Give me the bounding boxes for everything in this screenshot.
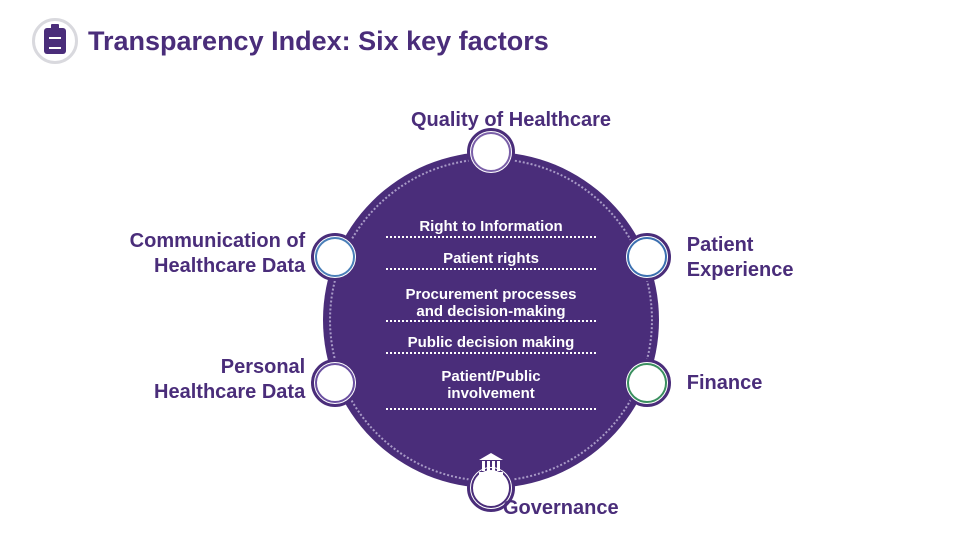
divider [386,352,596,354]
divider [386,236,596,238]
divider [386,408,596,410]
inner-item: Patient/Publicinvolvement [376,368,606,403]
factor-node-ring [627,363,667,403]
factor-node-ring [627,237,667,277]
factor-node-ring [315,363,355,403]
factor-label-governance: Governance [503,496,643,521]
inner-item: Patient rights [376,250,606,267]
factor-label-quality: Quality of Healthcare [381,108,641,133]
inner-item: Procurement processesand decision-making [376,286,606,321]
factor-node-ring [471,132,511,172]
inner-item: Right to Information [376,218,606,235]
factor-label-finance: Finance [687,371,807,396]
factor-label-personal: PersonalHealthcare Data [115,355,305,405]
inner-item: Public decision making [376,334,606,351]
divider [386,268,596,270]
factor-label-experience: PatientExperience [687,233,867,283]
institution-icon [479,453,503,475]
divider [386,320,596,322]
factor-label-communication: Communication ofHealthcare Data [95,229,305,279]
factors-diagram: Right to Information Patient rights Procur… [0,0,960,540]
factor-node-ring [315,237,355,277]
